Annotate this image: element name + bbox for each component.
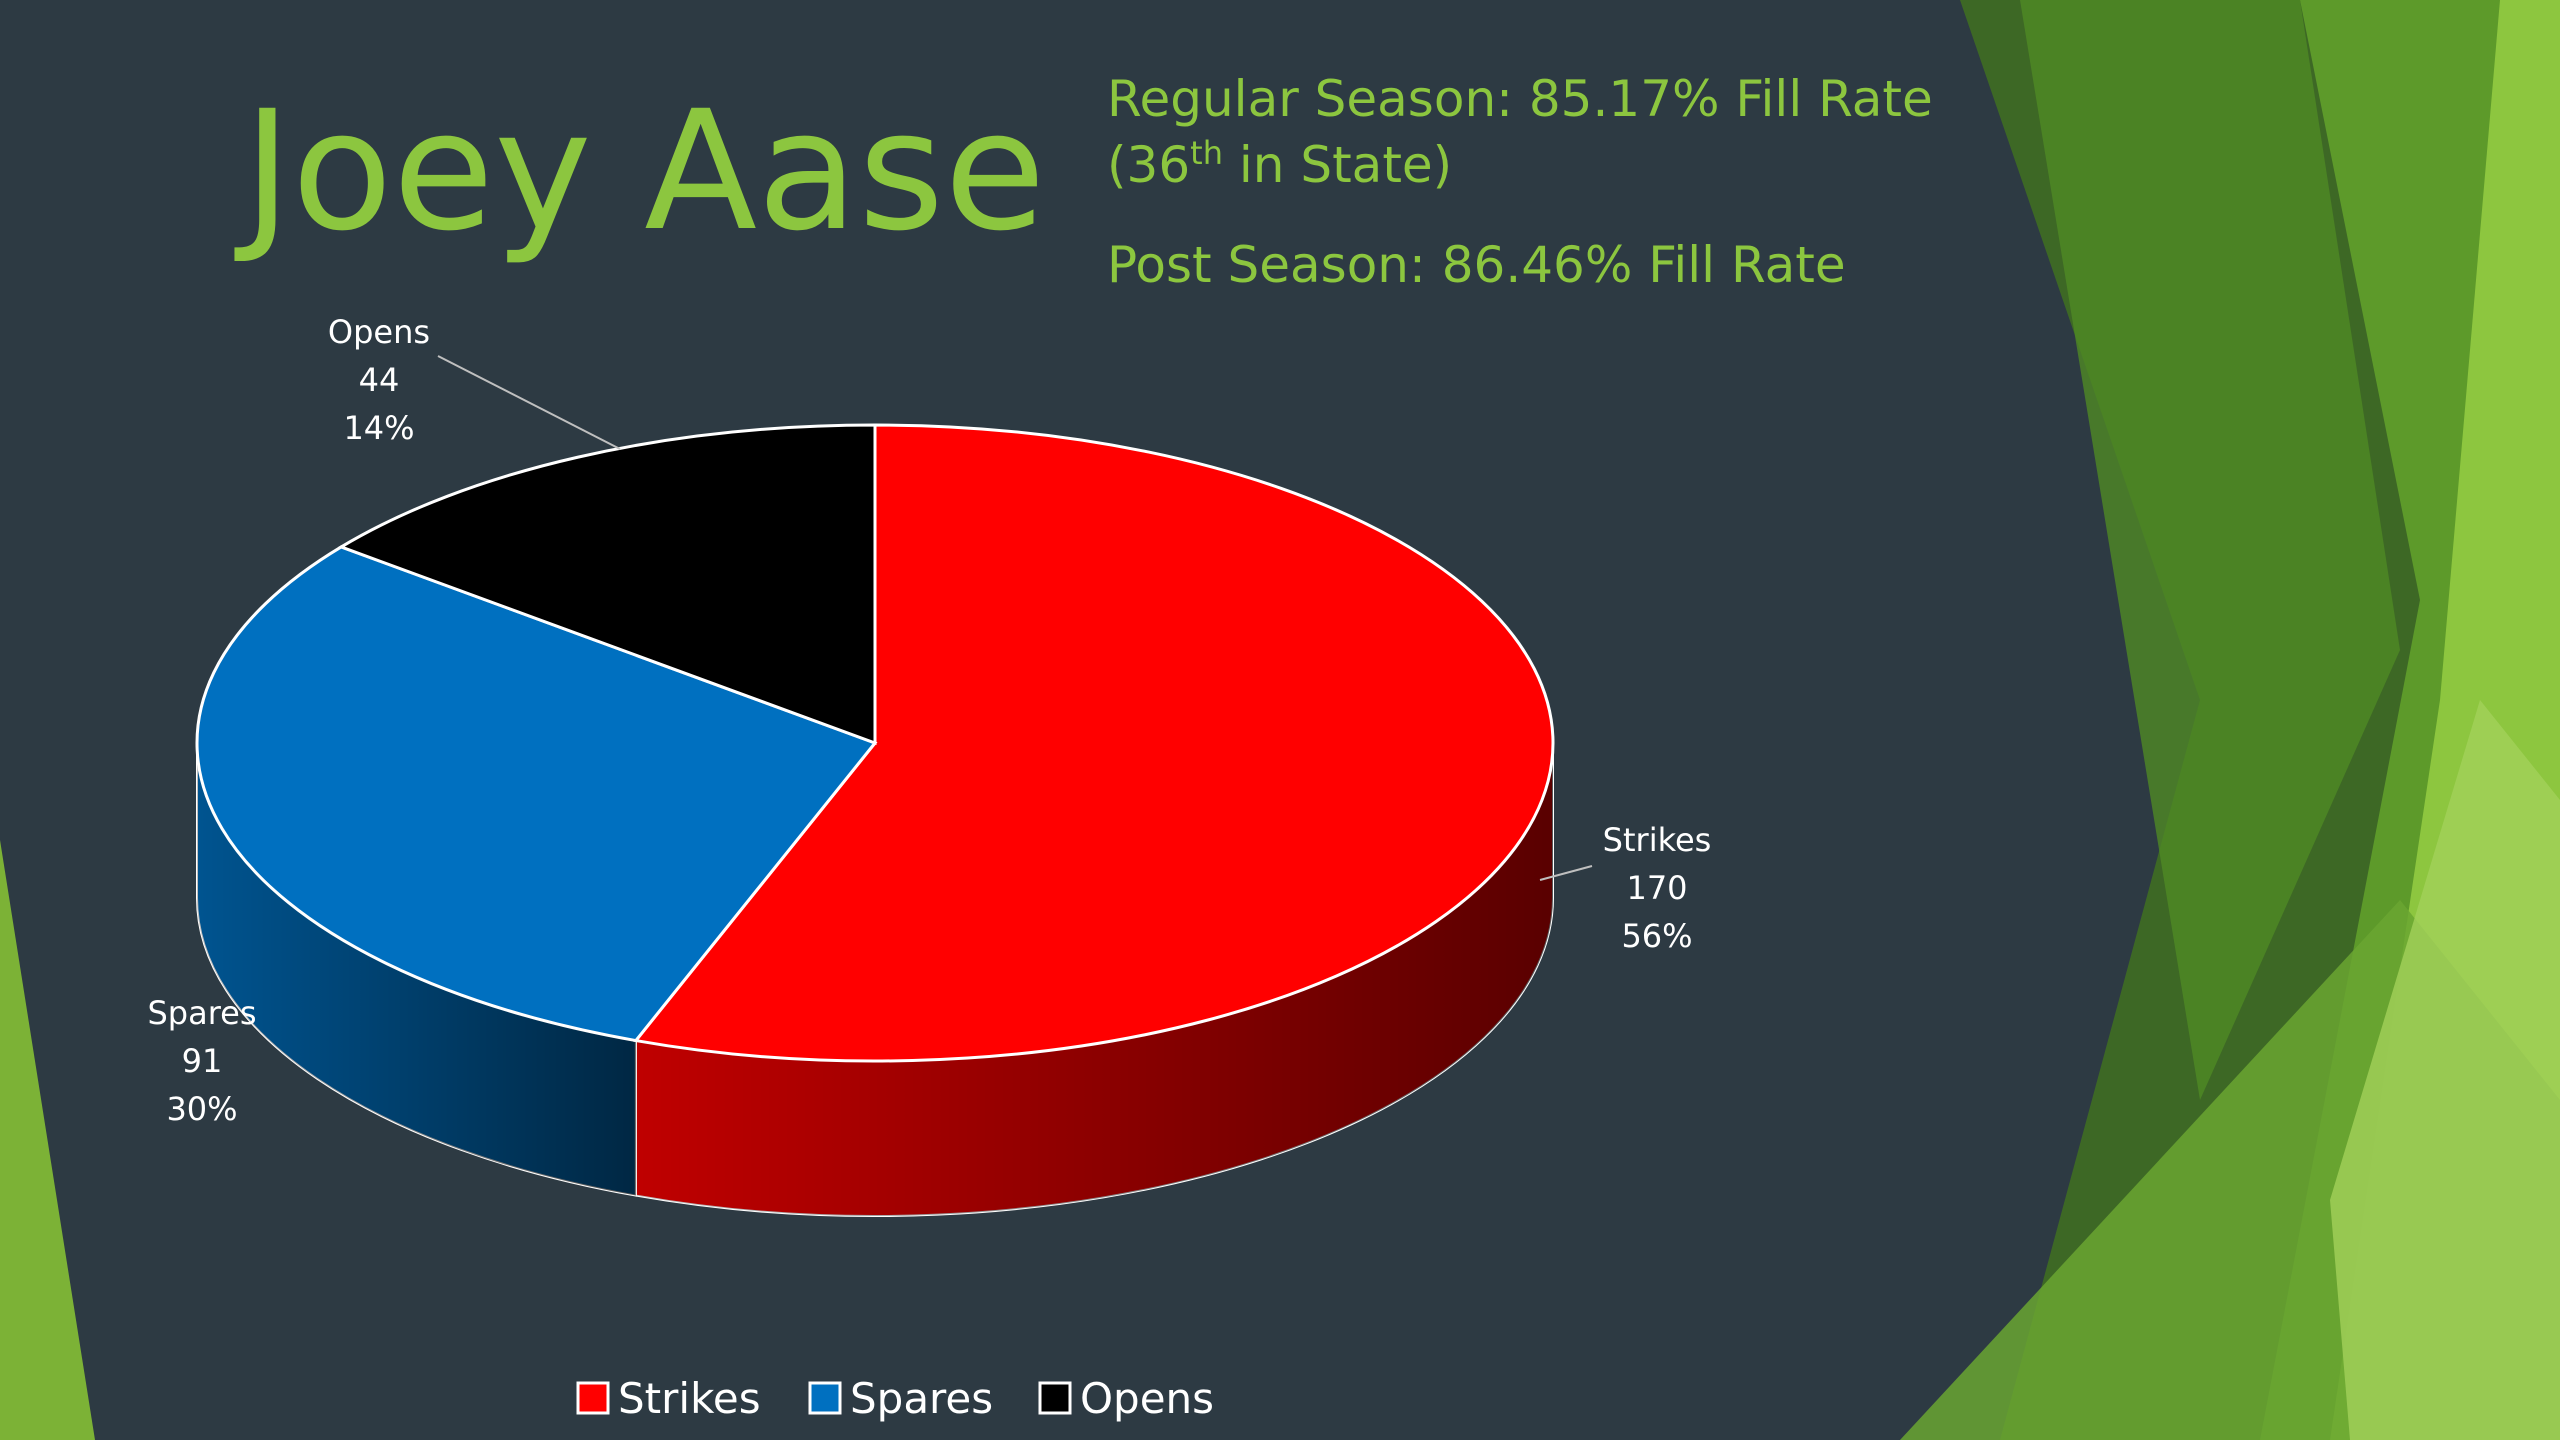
data-label-value: 91 [182, 1042, 223, 1080]
data-label-percent: 30% [166, 1090, 237, 1128]
slice-side-shade [635, 743, 1553, 1217]
slice [337, 423, 877, 746]
leader-line [437, 355, 621, 450]
data-label-value: 44 [359, 361, 400, 399]
slice [195, 545, 878, 1043]
state-rank: (36th in State) [1107, 134, 1452, 194]
data-label-value: 170 [1626, 869, 1687, 907]
slide-title: Joey Aase [234, 75, 1046, 267]
legend-label: Opens [1080, 1374, 1214, 1423]
regular-season: Regular Season: 85.17% Fill Rate [1107, 70, 1933, 128]
rank-text: in State) [1223, 136, 1452, 194]
legend-label: Spares [850, 1374, 993, 1423]
legend-swatch [576, 1381, 610, 1415]
rank-text: (36 [1107, 136, 1190, 194]
data-label-name: Strikes [1603, 821, 1712, 859]
slice-side-shade [197, 743, 636, 1196]
pie-chart: Strikes 170 56% Spares 91 30% Opens 44 14% Strike… [147, 313, 1711, 1423]
legend-swatch [808, 1381, 842, 1415]
leader-line [1539, 865, 1593, 881]
slice [633, 423, 1555, 1063]
data-label-percent: 14% [343, 409, 414, 447]
post-season: Post Season: 86.46% Fill Rate [1107, 236, 1846, 294]
rank-sup: th [1190, 134, 1223, 172]
data-label-name: Opens [328, 313, 430, 351]
legend-label: Strikes [618, 1374, 761, 1423]
legend-swatch [1038, 1381, 1072, 1415]
data-label-percent: 56% [1621, 917, 1692, 955]
data-label-name: Spares [147, 994, 256, 1032]
